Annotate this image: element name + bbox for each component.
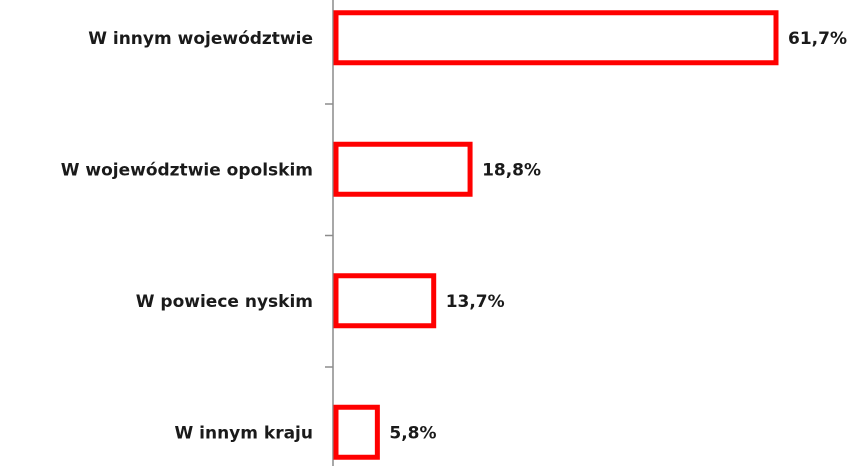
value-label: 5,8% <box>389 423 436 443</box>
bar <box>333 404 380 460</box>
category-label: W innym województwie <box>88 29 313 49</box>
bar <box>333 273 437 329</box>
category-label: W innym kraju <box>174 423 313 443</box>
value-label: 61,7% <box>788 29 847 49</box>
value-label: 13,7% <box>446 292 505 312</box>
bar <box>333 141 473 197</box>
bar <box>333 10 779 66</box>
category-label: W województwie opolskim <box>61 160 313 180</box>
value-label: 18,8% <box>482 160 541 180</box>
category-label: W powiece nyskim <box>136 292 313 312</box>
